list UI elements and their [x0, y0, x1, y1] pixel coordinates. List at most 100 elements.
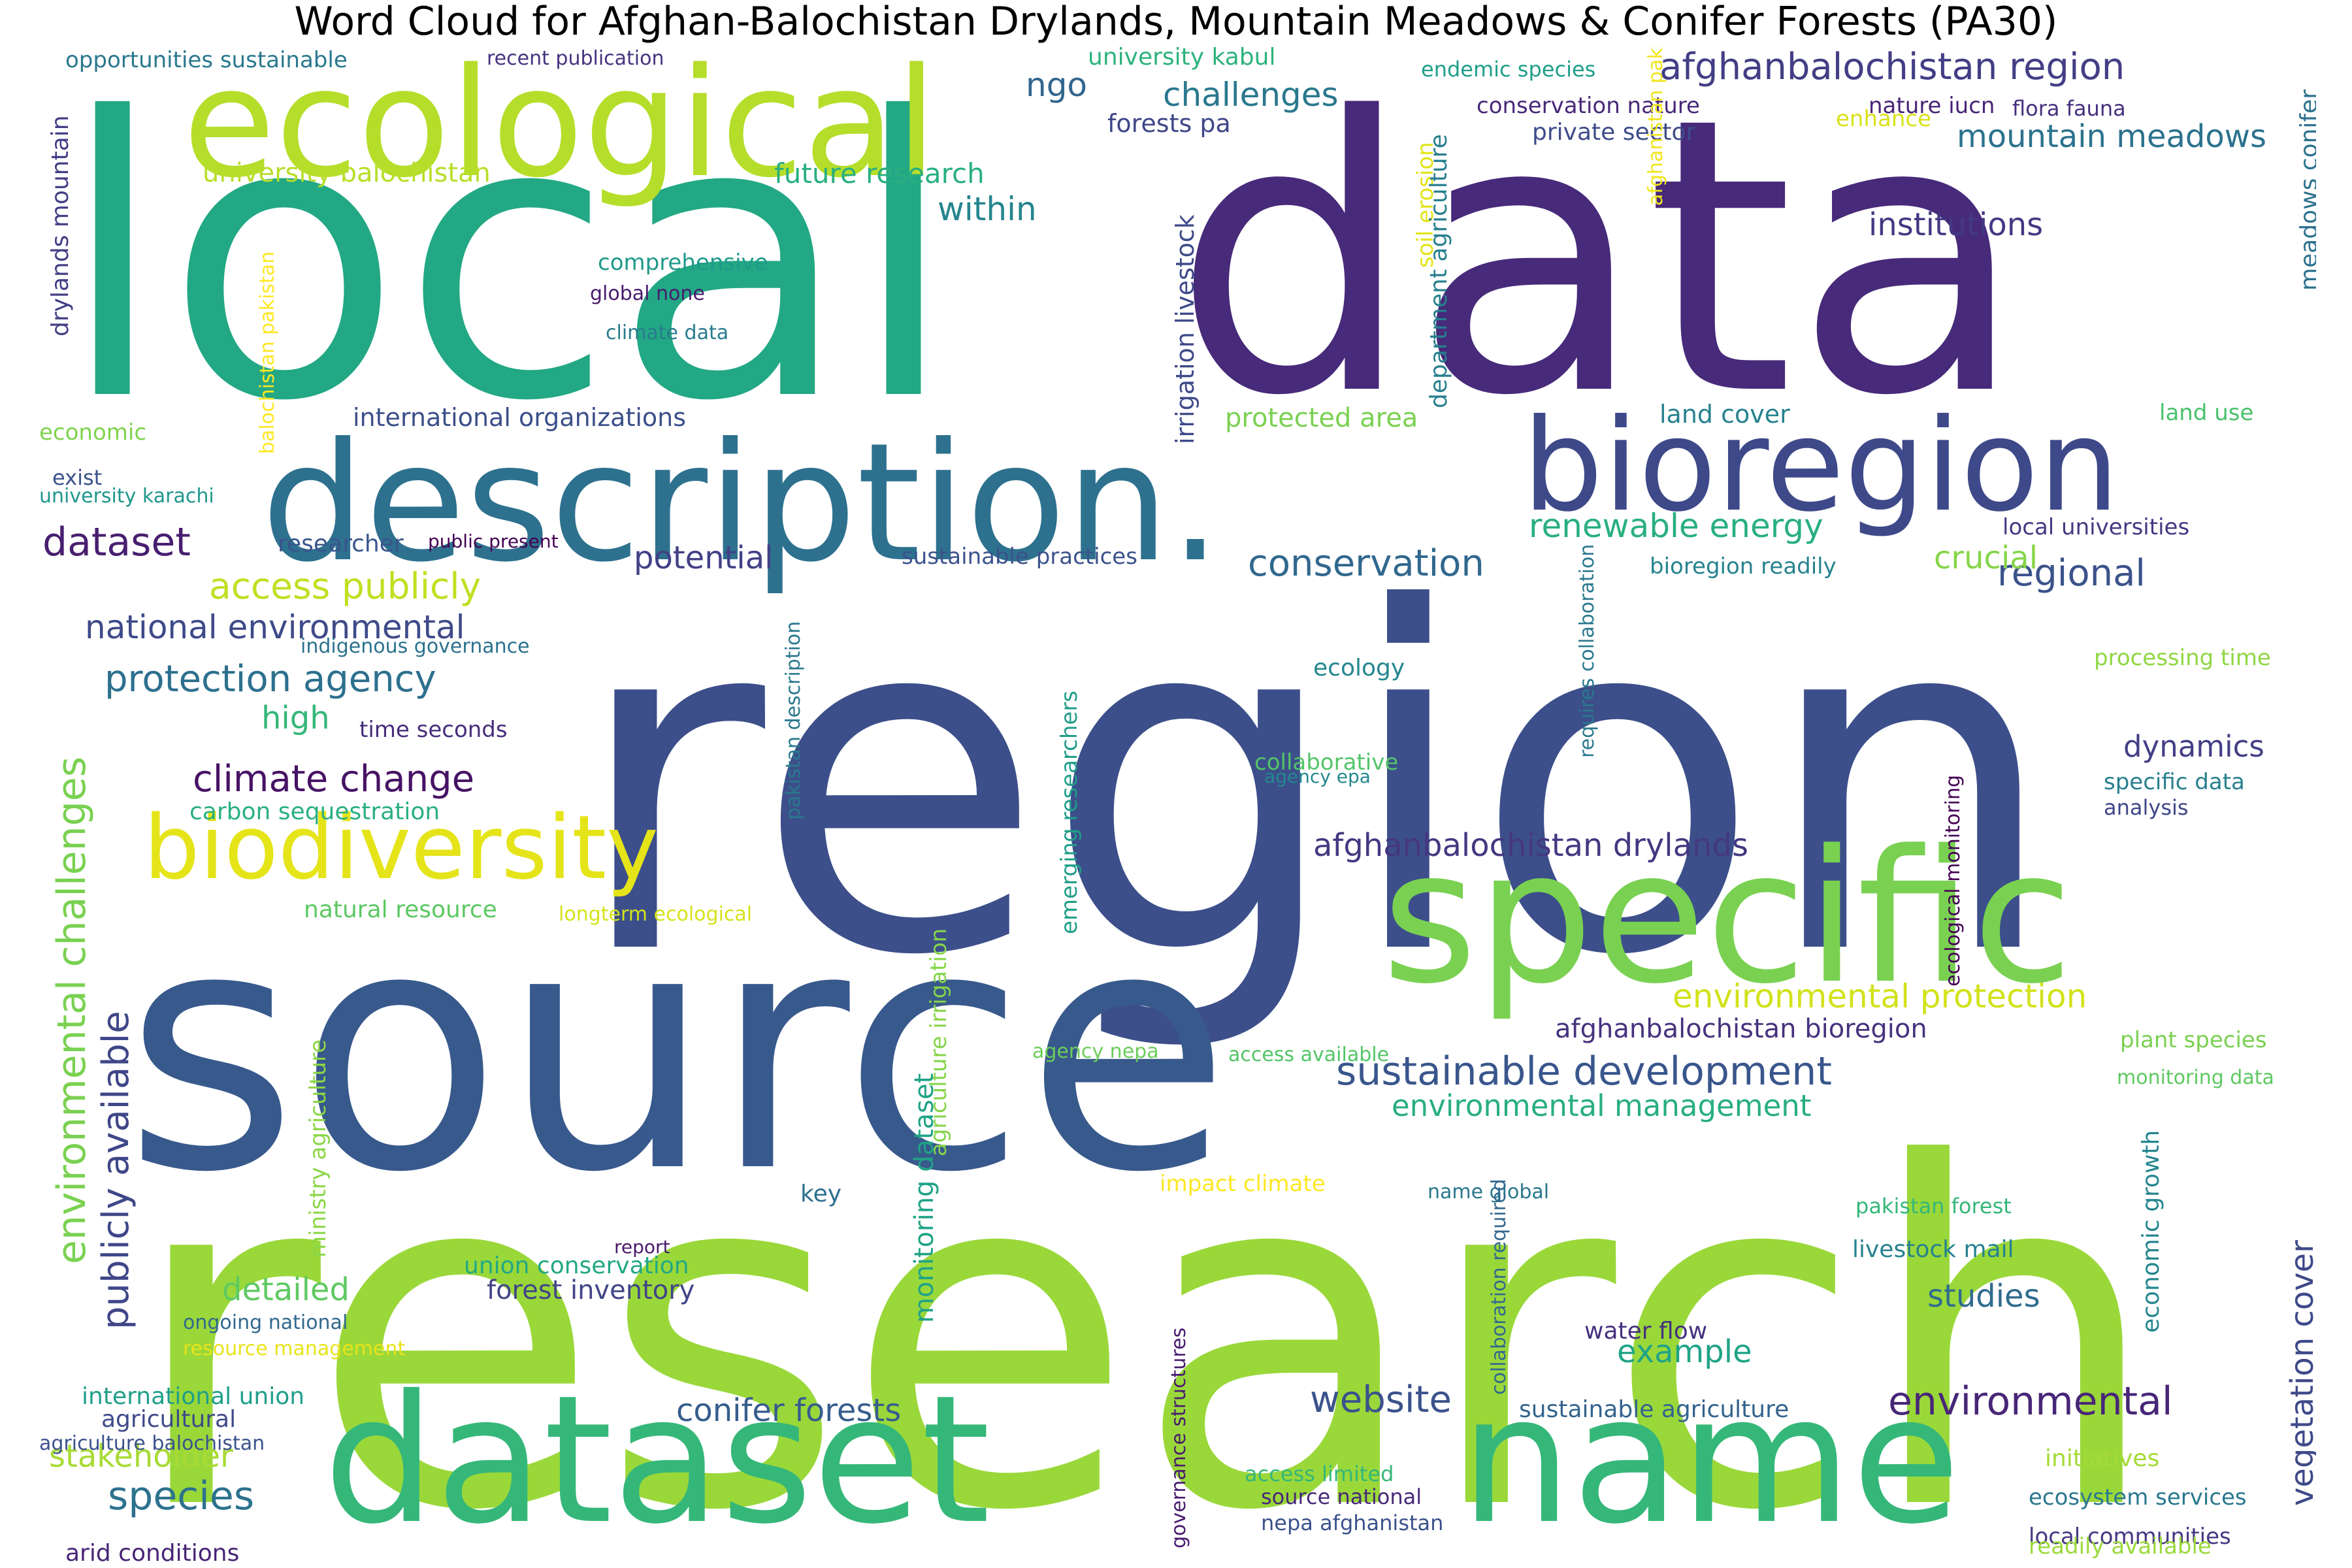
word-afghanistan-pakistan: afghanistan pakistan: [1644, 46, 1667, 206]
word-bioregion-readily: bioregion readily: [1650, 553, 1837, 580]
word-source: source: [124, 858, 1231, 1245]
word-ecological: ecological: [183, 46, 938, 211]
word-climate-change: climate change: [193, 758, 475, 800]
word-dynamics: dynamics: [2123, 729, 2264, 764]
word-flora-fauna: flora fauna: [2012, 96, 2126, 121]
word-global-none: global none: [590, 282, 705, 305]
word-potential: potential: [634, 540, 774, 576]
word-indigenous-governance: indigenous governance: [301, 635, 530, 658]
word-endemic-species: endemic species: [1421, 57, 1596, 82]
word-ngo: ngo: [1026, 66, 1088, 104]
word-challenges: challenges: [1163, 76, 1339, 114]
word-resource-management: resource management: [183, 1337, 406, 1360]
word-ecosystem-services: ecosystem services: [2029, 1484, 2247, 1511]
word-agency-nepa: agency nepa: [1032, 1040, 1159, 1063]
word-data: data: [1173, 46, 2027, 478]
word-dataset: dataset: [323, 1357, 990, 1563]
word-longterm-ecological: longterm ecological: [559, 903, 753, 926]
word-stakeholder: stakeholder: [49, 1438, 233, 1475]
word-private-sector: private sector: [1532, 119, 1696, 146]
word-nature-iucn: nature iucn: [1869, 93, 1995, 119]
word-conifer-forests: conifer forests: [676, 1392, 902, 1429]
word-university-balochistan: university balochistan: [203, 158, 491, 188]
word-access-available: access available: [1228, 1043, 1390, 1066]
word-key: key: [800, 1181, 842, 1207]
word-environmental-challenges: environmental challenges: [49, 757, 95, 1264]
word-collaboration-required: collaboration required: [1488, 1179, 1511, 1395]
word-region: region: [572, 510, 2060, 1058]
word-drylands-mountain: drylands mountain: [47, 115, 74, 336]
word-readily-available: readily available: [2029, 1533, 2212, 1560]
word-agriculture-balochistan: agriculture balochistan: [39, 1432, 265, 1455]
word-opportunities-sustainable: opportunities sustainable: [65, 47, 348, 73]
word-department-agriculture: department agriculture: [1426, 134, 1452, 408]
word-carbon-sequestration: carbon sequestration: [189, 798, 440, 825]
word-water-flow: water flow: [1584, 1318, 1708, 1345]
word-renewable-energy: renewable energy: [1529, 507, 1823, 545]
word-afghanbalochistan-drylands: afghanbalochistan drylands: [1313, 827, 1748, 864]
word-land-cover: land cover: [1659, 400, 1790, 429]
word-climate-data: climate data: [606, 321, 729, 344]
word-sustainable-agriculture: sustainable agriculture: [1519, 1396, 1789, 1423]
word-ecological-monitoring: ecological monitoring: [1942, 775, 1965, 987]
word-international-union: international union: [82, 1383, 305, 1410]
word-forests-pa: forests pa: [1107, 109, 1231, 138]
word-economic: economic: [39, 419, 147, 446]
word-species: species: [108, 1473, 255, 1519]
word-environmental-management: environmental management: [1392, 1088, 1812, 1123]
word-meadows-conifer: meadows conifer: [2296, 89, 2316, 291]
word-requires-collaboration: requires collaboration: [1576, 544, 1599, 758]
word-recent-publication: recent publication: [487, 47, 664, 70]
word-cloud: research region local data source description…: [36, 46, 2316, 1568]
word-monitoring-dataset: monitoring dataset: [909, 1073, 939, 1323]
word-monitoring-data: monitoring data: [2117, 1066, 2274, 1089]
word-high: high: [261, 700, 330, 736]
word-land-use: land use: [2159, 400, 2254, 426]
word-local: local: [59, 46, 957, 485]
word-within: within: [938, 190, 1037, 228]
word-agency-epa: agency epa: [1264, 766, 1371, 787]
word-description: description.: [261, 408, 1222, 598]
word-public-present: public present: [428, 531, 559, 552]
word-economic-growth: economic growth: [2138, 1130, 2164, 1333]
chart-title: Word Cloud for Afghan-Balochistan Drylan…: [294, 0, 2058, 44]
word-governance-structures: governance structures: [1168, 1327, 1190, 1548]
word-pakistan-description: pakistan description: [782, 621, 805, 820]
word-analysis: analysis: [2104, 795, 2189, 820]
word-impact-climate: impact climate: [1160, 1171, 1326, 1197]
word-studies: studies: [1927, 1278, 2040, 1315]
word-vegetation-cover: vegetation cover: [2284, 1240, 2316, 1506]
word-ecology: ecology: [1313, 655, 1405, 681]
word-ministry-agriculture: ministry agriculture: [305, 1039, 331, 1258]
word-sustainable-practices: sustainable practices: [902, 544, 1137, 570]
word-initiatives: initiatives: [2045, 1445, 2160, 1472]
word-conservation: conservation: [1248, 542, 1484, 585]
word-crucial: crucial: [1934, 540, 2038, 576]
word-processing-time: processing time: [2094, 645, 2271, 671]
word-name-global: name global: [1428, 1181, 1550, 1203]
word-agricultural: agricultural: [101, 1406, 237, 1433]
word-source-national: source national: [1261, 1484, 1422, 1509]
word-enhance: enhance: [1836, 106, 1932, 132]
word-local-communities: local communities: [2029, 1524, 2231, 1550]
word-dataset: dataset: [42, 519, 191, 565]
word-future-research: future research: [774, 157, 985, 189]
word-access-publicly: access publicly: [209, 565, 482, 607]
word-plant-species: plant species: [2120, 1027, 2267, 1053]
word-national-environmental: national environmental: [85, 608, 465, 646]
word-specific: specific: [1382, 811, 2073, 1024]
word-collaborative: collaborative: [1254, 749, 1399, 776]
word-time-seconds: time seconds: [359, 717, 508, 743]
word-protection-agency: protection agency: [105, 658, 436, 700]
word-university-karachi: university karachi: [39, 485, 214, 508]
word-natural-resource: natural resource: [304, 896, 497, 923]
word-biodiversity: biodiversity: [144, 796, 659, 899]
word-international-organizations: international organizations: [353, 403, 687, 432]
word-institutions: institutions: [1869, 206, 2044, 243]
word-regional: regional: [1997, 552, 2146, 595]
word-afghanbalochistan-bioregion: afghanbalochistan bioregion: [1555, 1014, 1927, 1044]
word-arid-conditions: arid conditions: [65, 1540, 240, 1567]
word-university-kabul: university kabul: [1088, 46, 1276, 71]
word-website: website: [1310, 1379, 1452, 1421]
word-access-limited: access limited: [1245, 1462, 1394, 1486]
